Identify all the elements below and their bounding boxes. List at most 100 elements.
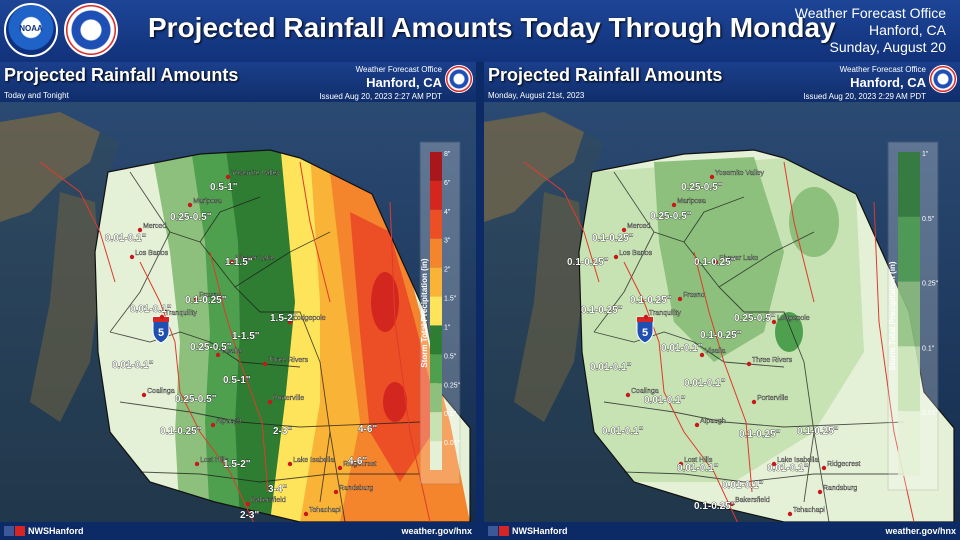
legend-swatch bbox=[430, 383, 442, 413]
website-link[interactable]: weather.gov/hnx bbox=[401, 526, 472, 536]
precip-band-0.25 bbox=[654, 157, 784, 362]
highway-line bbox=[299, 161, 331, 303]
county-line bbox=[593, 331, 785, 368]
place-name: Randsburg bbox=[823, 485, 857, 492]
place-name: Tehachapi bbox=[309, 507, 341, 514]
forecast-area-outline bbox=[94, 149, 471, 522]
rainfall-amount: 0.1-0.25" bbox=[797, 426, 839, 437]
bay-area-terrain bbox=[484, 112, 584, 222]
precip-band-4 bbox=[350, 212, 440, 482]
rainfall-amount: 0.01-0.1" bbox=[105, 233, 147, 244]
place-marker bbox=[694, 422, 700, 428]
place-marker bbox=[194, 461, 200, 467]
place-marker bbox=[817, 489, 823, 495]
rainfall-amount: 0.25-0.5" bbox=[650, 211, 692, 222]
place-name: Bakersfield bbox=[735, 497, 770, 504]
facebook-icon[interactable] bbox=[4, 525, 14, 536]
panel-issued: Issued Aug 20, 2023 2:29 AM PDT bbox=[803, 92, 926, 101]
rainfall-amount: 0.01-0.1" bbox=[644, 395, 686, 406]
page-title: Projected Rainfall Amounts Today Through… bbox=[148, 12, 836, 43]
place-marker bbox=[187, 202, 193, 208]
rainfall-amount: 0.01-0.1" bbox=[590, 362, 632, 373]
place-marker bbox=[129, 254, 135, 260]
legend-tick-label: 0.1" bbox=[444, 411, 457, 418]
legend-swatch bbox=[430, 267, 442, 297]
county-boundaries bbox=[109, 171, 421, 522]
legend-swatch bbox=[898, 411, 920, 476]
rainfall-amount: 1-1.5" bbox=[225, 257, 253, 268]
rainfall-amount: 0.1-0.25" bbox=[739, 429, 781, 440]
place-marker bbox=[159, 314, 165, 320]
rainfall-amount: 0.01-0.1" bbox=[677, 463, 719, 474]
highway-line bbox=[623, 261, 738, 522]
county-line bbox=[109, 231, 171, 333]
place-name: Yosemite Valley bbox=[715, 170, 765, 177]
county-line bbox=[234, 231, 331, 288]
interstate-number: 5 bbox=[642, 327, 648, 339]
legend-swatch bbox=[898, 152, 920, 217]
rainfall-amount-labels: 0.5-1" 0.25-0.5" 0.01-0.1" 1-1.5" 0.1-0.25" 0… bbox=[105, 182, 378, 522]
facebook-icon[interactable] bbox=[488, 525, 498, 536]
legend-tick-label: 0.01" bbox=[922, 410, 939, 417]
place-marker bbox=[729, 501, 735, 507]
social-links: NWSHanford bbox=[4, 525, 84, 536]
youtube-icon[interactable] bbox=[15, 525, 25, 536]
rainfall-amount: 0.25-0.5" bbox=[170, 212, 212, 223]
place-name: Alpaugh bbox=[700, 418, 726, 425]
youtube-icon[interactable] bbox=[499, 525, 509, 536]
place-name: Lodgepole bbox=[777, 315, 810, 322]
place-marker bbox=[787, 511, 793, 517]
place-name: Shaver Lake bbox=[235, 255, 274, 262]
place-name: Ridgecrest bbox=[343, 461, 377, 468]
place-labels: Yosemite Valley Mariposa Merced Shaver Lake… bbox=[613, 170, 861, 517]
panel-header: Projected Rainfall Amounts Today and Ton… bbox=[0, 62, 476, 102]
legend-swatch bbox=[430, 238, 442, 268]
county-line bbox=[603, 401, 905, 428]
legend-title: Storm Total Precipitation (in) bbox=[888, 261, 897, 371]
county-line bbox=[683, 196, 745, 243]
place-marker bbox=[709, 174, 715, 180]
place-name: Randsburg bbox=[339, 485, 373, 492]
panel-monday: Projected Rainfall Amounts Monday, Augus… bbox=[484, 62, 960, 522]
place-marker bbox=[333, 489, 339, 495]
office-city: Hanford, CA bbox=[868, 22, 946, 38]
panel-issued: Issued Aug 20, 2023 2:27 AM PDT bbox=[319, 92, 442, 101]
rainfall-amount: 0.01-0.1" bbox=[112, 360, 154, 371]
place-name: Lost Hills bbox=[200, 457, 229, 464]
coast-range-terrain bbox=[30, 192, 100, 422]
place-marker bbox=[137, 227, 143, 233]
rainfall-amount: 0.01-0.1" bbox=[661, 343, 703, 354]
place-marker bbox=[821, 465, 827, 471]
precip-shading bbox=[95, 150, 470, 522]
place-name: Los Banos bbox=[135, 250, 169, 257]
website-link[interactable]: weather.gov/hnx bbox=[885, 526, 956, 536]
place-name: Coalinga bbox=[631, 388, 659, 395]
rainfall-map: 5 8" 6" 4" 3" 2" 1.5" 1" 0.5" 0.25" 0.1" 0.01" Storm… bbox=[0, 102, 476, 522]
forecast-date: Sunday, August 20 bbox=[829, 39, 947, 55]
highways bbox=[523, 161, 915, 522]
place-marker bbox=[643, 314, 649, 320]
panel-footer: NWSHanford weather.gov/hnx bbox=[0, 522, 476, 540]
rainfall-amount: 4-6" bbox=[348, 456, 367, 467]
county-line bbox=[744, 311, 815, 503]
place-labels: Yosemite Valley Mariposa Merced Shaver Lake… bbox=[129, 170, 377, 517]
rainfall-amount: 0.5-1" bbox=[210, 182, 238, 193]
highway-line bbox=[389, 201, 431, 522]
rainfall-amount: 0.1-0.25" bbox=[694, 501, 736, 512]
county-line bbox=[260, 311, 331, 503]
place-marker bbox=[621, 227, 627, 233]
social-handle[interactable]: NWSHanford bbox=[28, 525, 84, 536]
legend-swatch bbox=[430, 354, 442, 384]
place-name: Merced bbox=[143, 223, 166, 230]
coast-range-terrain bbox=[514, 192, 584, 422]
legend-tick-label: 0.1" bbox=[922, 345, 935, 352]
social-handle[interactable]: NWSHanford bbox=[512, 525, 568, 536]
legend-swatch bbox=[430, 209, 442, 239]
legend-tick-label: 1.5" bbox=[444, 296, 457, 303]
legend-swatch bbox=[898, 346, 920, 412]
legend-swatch bbox=[430, 325, 442, 355]
place-name: Tranquility bbox=[165, 310, 198, 317]
place-name: Visalia bbox=[221, 348, 242, 355]
legend-tick-label: 1" bbox=[922, 151, 929, 158]
legend-swatch bbox=[430, 296, 442, 326]
